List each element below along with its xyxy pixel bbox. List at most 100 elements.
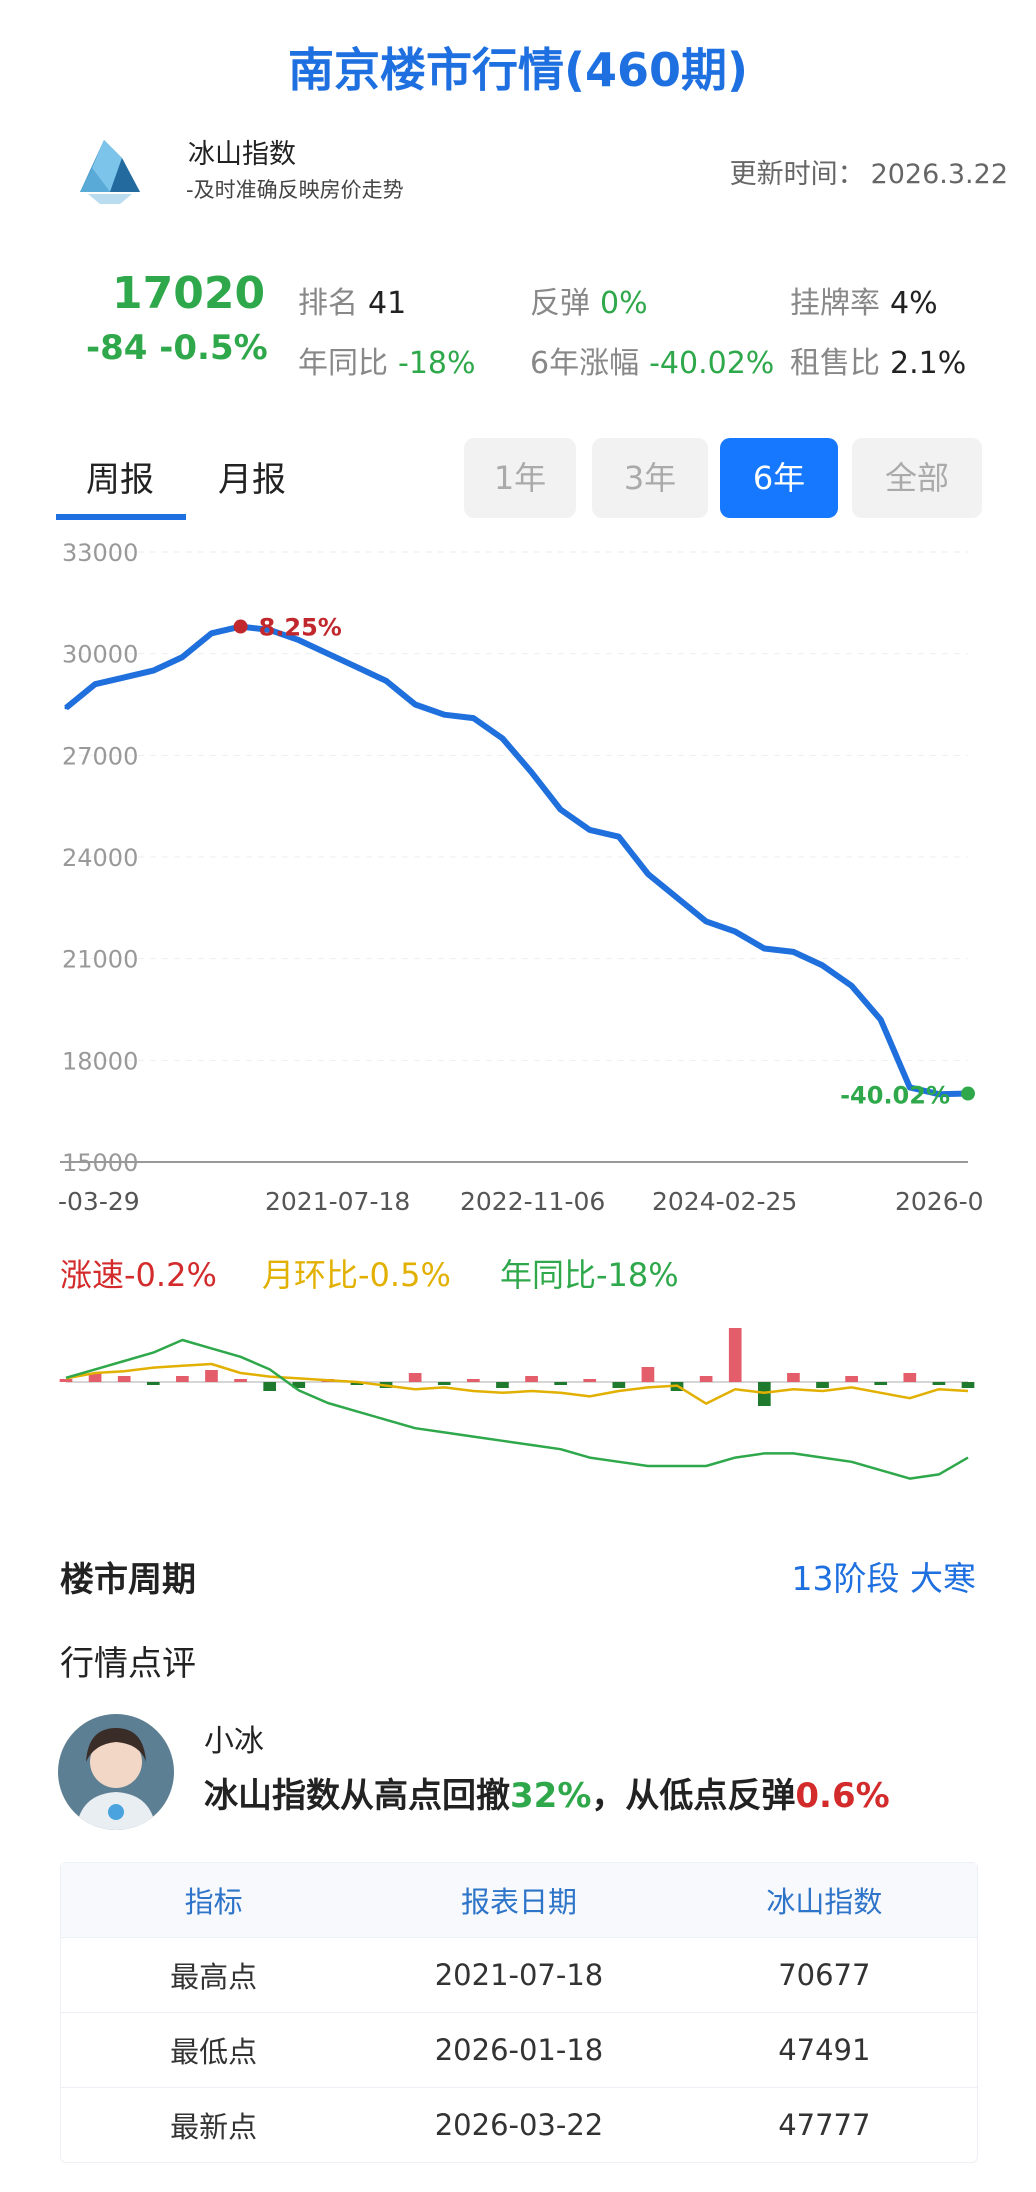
speed-bar xyxy=(845,1376,858,1382)
speed-bar xyxy=(88,1373,102,1382)
author-name: 小冰 xyxy=(204,1724,264,1759)
data-point xyxy=(821,963,825,967)
speed-bar xyxy=(641,1367,655,1382)
update-value: 2026.3.22 xyxy=(870,159,1008,190)
speed-bar xyxy=(437,1382,451,1385)
data-point xyxy=(180,655,184,659)
legend-speed-label: 涨速-0.2% xyxy=(60,1256,217,1294)
stat-rank: 排名 41 xyxy=(298,278,406,322)
legend-speed: 涨速-0.2% xyxy=(60,1250,217,1296)
data-point xyxy=(384,679,388,683)
data-point xyxy=(268,628,272,632)
speed-bar xyxy=(612,1382,626,1388)
y-tick-label: 24000 xyxy=(62,844,138,872)
table-header-cell: 指标 xyxy=(184,1885,243,1919)
range-6y-button[interactable]: 6年 xyxy=(720,438,838,518)
data-point xyxy=(559,808,563,812)
speed-bar xyxy=(176,1376,189,1382)
data-point xyxy=(588,828,592,832)
iceberg-icon xyxy=(80,140,140,204)
comment-text-b: ，从低点反弹 xyxy=(591,1776,796,1816)
stat-rent-ratio: 租售比 2.1% xyxy=(790,338,966,382)
data-point xyxy=(93,682,97,686)
speed-bar xyxy=(467,1379,480,1382)
table-cell: 2026-03-22 xyxy=(434,2108,604,2142)
range-1y-button[interactable]: 1年 xyxy=(464,438,576,518)
stat-label: 年同比 xyxy=(298,346,388,381)
avatar-icon xyxy=(58,1714,174,1830)
x-tick-label: 2021-07-18 xyxy=(265,1187,410,1216)
table-row: 最高点 2021-07-18 70677 xyxy=(61,1937,977,2012)
y-tick-label: 33000 xyxy=(62,539,138,567)
speed-bar xyxy=(205,1370,218,1382)
high-point-marker xyxy=(233,619,248,634)
data-point xyxy=(355,665,359,669)
table-header-row: 指标 报表日期 冰山指数 xyxy=(61,1863,977,1937)
table-header-cell: 报表日期 xyxy=(460,1885,577,1919)
x-tick-label: -03-29 xyxy=(58,1187,140,1216)
stat-6y-growth: 6年涨幅 -40.02% xyxy=(530,338,774,382)
data-point xyxy=(908,1085,912,1089)
data-point xyxy=(617,835,621,839)
yoy-line xyxy=(65,1338,969,1480)
stat-rebound: 反弹 0% xyxy=(530,278,648,322)
data-point xyxy=(209,631,213,635)
speed-bar xyxy=(932,1382,946,1385)
table-cell: 70677 xyxy=(778,1958,871,1992)
data-point xyxy=(64,706,68,710)
table-row: 最新点 2026-03-22 47777 xyxy=(61,2087,977,2162)
speed-bar xyxy=(583,1379,597,1382)
range-3y-button[interactable]: 3年 xyxy=(592,438,708,518)
update-label: 更新时间： xyxy=(729,159,865,190)
range-all-button[interactable]: 全部 xyxy=(852,438,982,518)
table-cell: 2021-07-18 xyxy=(434,1958,604,1992)
latest-point-marker xyxy=(961,1086,975,1101)
data-point xyxy=(646,872,650,876)
cycle-value[interactable]: 13阶段 大寒 xyxy=(791,1559,976,1598)
update-time: 更新时间： 2026.3.22 xyxy=(730,152,1008,191)
legend-yoy: 年同比-18% xyxy=(500,1250,679,1296)
stat-label: 挂牌率 xyxy=(790,286,880,321)
y-tick-label: 27000 xyxy=(62,742,138,770)
stat-value: 4% xyxy=(890,286,938,321)
table-cell: 最低点 xyxy=(170,2035,258,2069)
stat-label: 排名 xyxy=(298,286,358,321)
data-point xyxy=(326,652,330,656)
data-point xyxy=(675,896,679,900)
table-row: 最低点 2026-01-18 47491 xyxy=(61,2012,977,2087)
data-point xyxy=(733,930,737,934)
table-cell: 2026-01-18 xyxy=(434,2033,604,2067)
data-point xyxy=(850,984,854,988)
x-tick-label: 2022-11-06 xyxy=(460,1187,605,1216)
data-point xyxy=(762,947,766,950)
legend-mom-label: 月环比-0.5% xyxy=(262,1256,451,1294)
speed-bar xyxy=(874,1382,888,1385)
latest-point-label: -40.02% xyxy=(840,1082,950,1110)
stat-label: 租售比 xyxy=(790,346,880,381)
active-tab-indicator xyxy=(56,514,186,520)
speed-bar xyxy=(787,1373,800,1382)
page-title: 南京楼市行情(460期) xyxy=(287,43,749,97)
review-comment: 冰山指数从高点回撤32%，从低点反弹0.6% xyxy=(204,1768,890,1817)
speed-bar xyxy=(554,1382,567,1385)
comment-drawdown: 32% xyxy=(510,1776,592,1816)
brand-name: 冰山指数 xyxy=(188,139,296,170)
y-tick-label: 30000 xyxy=(62,641,138,669)
tab-weekly[interactable]: 周报 xyxy=(86,460,154,500)
tab-monthly[interactable]: 月报 xyxy=(218,460,286,500)
index-price: 17020 xyxy=(112,268,266,319)
review-title: 行情点评 xyxy=(60,1644,196,1684)
stat-value: -18% xyxy=(398,346,476,381)
brand-tagline: -及时准确反映房价走势 xyxy=(186,178,404,202)
stat-label: 反弹 xyxy=(530,286,590,321)
stat-value: 2.1% xyxy=(890,346,967,381)
data-point xyxy=(704,919,708,923)
speed-bar xyxy=(292,1382,306,1388)
table-header-cell: 冰山指数 xyxy=(766,1885,883,1919)
stat-value: 41 xyxy=(368,286,407,321)
speed-bar xyxy=(961,1382,975,1388)
speed-bar xyxy=(117,1376,131,1382)
data-point xyxy=(879,1018,883,1022)
legend-yoy-label: 年同比-18% xyxy=(500,1256,679,1294)
index-table: 指标 报表日期 冰山指数 最高点 2021-07-18 70677 最低点 20… xyxy=(60,1862,978,2163)
